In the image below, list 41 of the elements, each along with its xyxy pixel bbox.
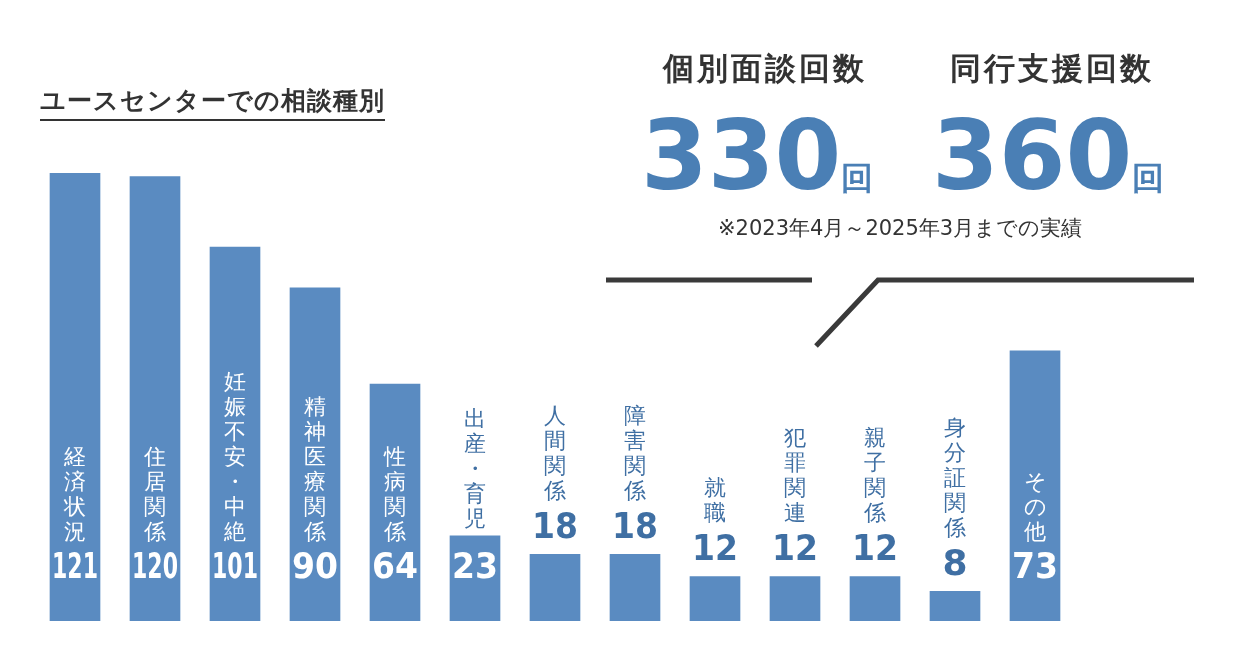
data-label: 12 bbox=[852, 526, 898, 569]
x-tick-label: 妊娠不安・中絶 bbox=[223, 368, 246, 544]
data-label: 18 bbox=[532, 504, 578, 547]
x-tick-label: 犯罪関連 bbox=[784, 425, 806, 526]
data-label: 121 bbox=[52, 544, 98, 587]
x-tick-label: その他 bbox=[1023, 468, 1047, 544]
bar bbox=[769, 576, 821, 621]
annotation: 330回 bbox=[641, 100, 874, 212]
annotation: ※2023年4月～2025年3月までの実績 bbox=[718, 215, 1083, 242]
data-label: 101 bbox=[212, 544, 258, 587]
data-label: 12 bbox=[772, 526, 818, 569]
bar bbox=[1009, 350, 1061, 621]
data-label: 23 bbox=[452, 545, 498, 587]
annotation: 360回 bbox=[932, 100, 1165, 212]
data-label: 64 bbox=[372, 545, 418, 587]
data-label: 18 bbox=[612, 504, 658, 547]
bar bbox=[609, 554, 661, 621]
bar bbox=[49, 173, 101, 621]
x-tick-label: 精神医療関係 bbox=[303, 393, 326, 544]
data-label: 120 bbox=[132, 544, 178, 587]
x-tick-label: 障害関係 bbox=[623, 403, 646, 504]
data-label: 90 bbox=[292, 545, 338, 587]
x-tick-label: 就職 bbox=[704, 475, 726, 526]
bar bbox=[129, 176, 181, 621]
x-tick-label: 経済状況 bbox=[63, 443, 86, 544]
chart-title: ユースセンターでの相談種別 bbox=[40, 84, 385, 121]
x-tick-label: 身分証関係 bbox=[943, 415, 966, 541]
x-tick-label: 親子関係 bbox=[863, 425, 886, 526]
text: 個別面談回数 bbox=[663, 49, 867, 88]
data-label: 73 bbox=[1012, 545, 1058, 587]
bar bbox=[529, 554, 581, 621]
bar bbox=[929, 591, 981, 621]
data-label: 12 bbox=[692, 526, 738, 569]
x-tick-label: 人間関係 bbox=[543, 403, 566, 504]
text: 同行支援回数 bbox=[950, 49, 1154, 88]
bar bbox=[689, 576, 741, 621]
bar bbox=[849, 576, 901, 621]
x-tick-label: 性病関係 bbox=[383, 443, 406, 544]
x-tick-label: 住居関係 bbox=[143, 443, 166, 544]
x-tick-label: 出産・育児 bbox=[464, 405, 486, 531]
data-label: 8 bbox=[942, 541, 968, 583]
